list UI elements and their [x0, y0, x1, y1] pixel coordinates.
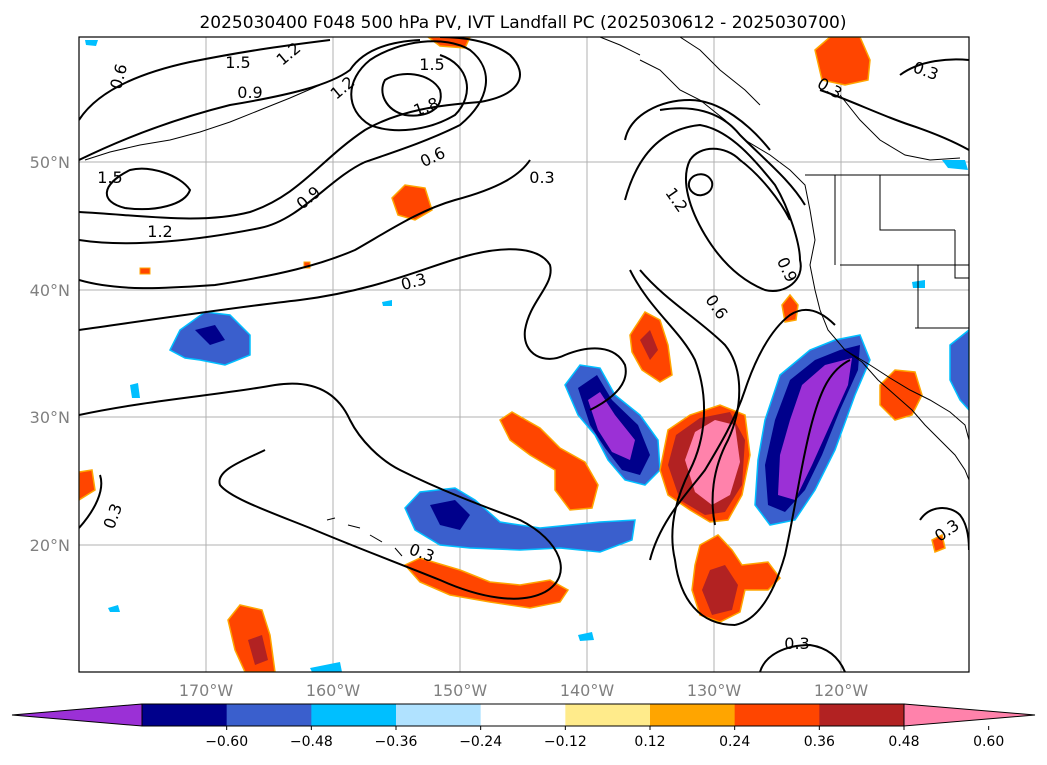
- lon-label: 170°W: [179, 681, 234, 700]
- contour-label: 0.9: [237, 83, 262, 102]
- contour-label: 1.5: [225, 53, 250, 72]
- colorbar-bin: [650, 704, 736, 726]
- colorbar-bin: [226, 704, 312, 726]
- latitude-labels: 50°N 40°N 30°N 20°N: [30, 153, 70, 555]
- colorbar-extend-max: [903, 703, 1036, 727]
- colorbar-extend-min: [11, 703, 143, 727]
- coastlines: [84, 37, 969, 557]
- colorbar-tick-label: 0.24: [719, 734, 750, 750]
- figure-title: 2025030400 F048 500 hPa PV, IVT Landfall…: [199, 13, 846, 33]
- contour-label: 1.5: [97, 168, 122, 187]
- contour-label: 1.5: [419, 55, 444, 74]
- contour-label: 1.2: [147, 222, 172, 241]
- lon-label: 120°W: [814, 681, 869, 700]
- colorbar-bin: [819, 704, 905, 726]
- pv-contours: [79, 37, 969, 672]
- colorbar-bin: [565, 704, 651, 726]
- negative-anomaly-subtropical: [404, 487, 636, 553]
- colorbar-tick-label: 0.36: [804, 734, 835, 750]
- lat-label: 40°N: [30, 281, 70, 300]
- colorbar-tick-label: 0.12: [634, 734, 665, 750]
- colorbar-tick-label: −0.12: [544, 734, 587, 750]
- map-frame: [78, 36, 970, 673]
- lon-label: 130°W: [687, 681, 742, 700]
- lon-label: 160°W: [306, 681, 361, 700]
- lon-label: 140°W: [560, 681, 615, 700]
- longitude-labels: 170°W 160°W 150°W 140°W 130°W 120°W: [179, 681, 869, 700]
- lat-label: 20°N: [30, 536, 70, 555]
- colorbar-bin: [734, 704, 820, 726]
- colorbar-tick-label: −0.48: [290, 734, 333, 750]
- colorbar-bin: [396, 704, 482, 726]
- positive-anomaly-subtropical: [499, 411, 599, 511]
- colorbar-tick-label: −0.60: [205, 734, 248, 750]
- colorbar-tick-label: −0.36: [375, 734, 418, 750]
- colorbar-tick-label: 0.48: [888, 734, 919, 750]
- lat-label: 50°N: [30, 153, 70, 172]
- lat-label: 30°N: [30, 408, 70, 427]
- colorbar-tick-label: −0.24: [459, 734, 502, 750]
- colorbar-tick-label: 0.60: [973, 734, 1004, 750]
- lon-label: 150°W: [433, 681, 488, 700]
- colorbar-bin: [142, 704, 228, 726]
- colorbar-bin: [480, 704, 566, 726]
- colorbar: −0.60 −0.48 −0.36 −0.24 −0.12 0.12 0.24 0.36 0.4…: [11, 703, 1036, 750]
- colorbar-border: [141, 703, 905, 727]
- contour-label: 0.3: [529, 168, 554, 187]
- colorbar-bin: [311, 704, 397, 726]
- contour-label: 0.3: [784, 634, 809, 653]
